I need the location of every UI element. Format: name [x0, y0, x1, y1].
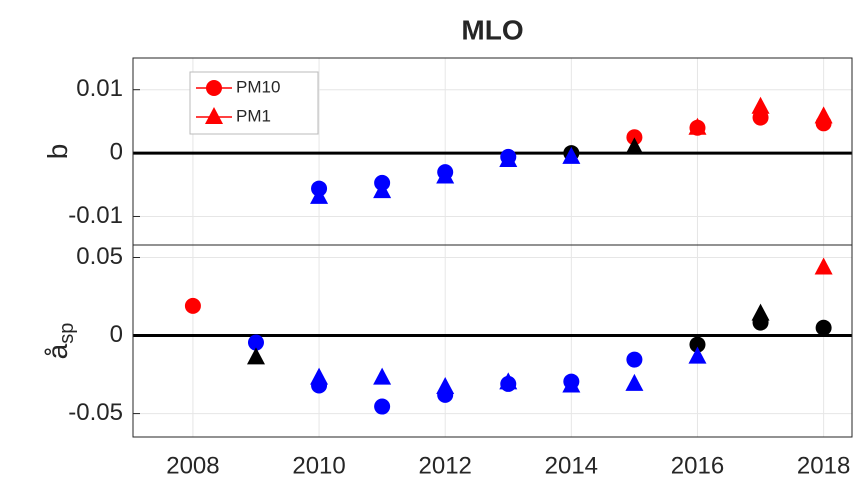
data-point: [184, 297, 201, 314]
data-point: [751, 96, 770, 114]
data-point: [373, 367, 392, 385]
legend-label: PM10: [236, 77, 280, 96]
x-tick-label: 2012: [419, 452, 472, 479]
data-point: [373, 181, 392, 199]
data-point: [499, 372, 518, 390]
data-point: [814, 106, 833, 124]
data-point: [310, 186, 329, 204]
plot-frame: [132, 244, 853, 438]
data-point: [689, 336, 706, 353]
data-point: [436, 166, 455, 184]
data-point: [499, 150, 518, 168]
data-point: [626, 351, 643, 368]
y-tick-label: -0.05: [68, 399, 123, 426]
x-tick-label: 2008: [166, 452, 219, 479]
legend-marker: [206, 80, 222, 96]
x-tick-label: 2010: [292, 452, 345, 479]
legend-label: PM1: [236, 106, 271, 125]
data-point: [562, 146, 581, 164]
x-tick-label: 2014: [545, 452, 598, 479]
data-point: [625, 137, 644, 155]
data-point: [688, 346, 707, 364]
data-point: [688, 117, 707, 135]
y-tick-label: 0.01: [76, 75, 123, 102]
data-point: [751, 303, 770, 321]
y-tick-label: 0: [110, 321, 123, 348]
y-tick-label: -0.01: [68, 202, 123, 229]
chart-title: MLO: [461, 14, 523, 45]
x-tick-label: 2018: [797, 452, 850, 479]
y-axis-label-subscript: sp: [56, 323, 78, 344]
data-point: [626, 129, 643, 146]
legend-marker: [205, 107, 223, 124]
y-tick-label: 0: [110, 138, 123, 165]
data-point: [436, 377, 455, 395]
data-point: [815, 319, 832, 336]
y-tick-label: 0.05: [76, 243, 123, 270]
data-point: [374, 398, 391, 415]
data-point: [310, 367, 329, 385]
data-point: [562, 375, 581, 393]
y-axis-label-text: å: [42, 343, 73, 359]
data-point: [247, 334, 264, 351]
y-axis-label-text: b: [42, 144, 73, 160]
data-point: [625, 373, 644, 391]
data-point: [814, 257, 833, 275]
y-axis-label: b: [42, 144, 73, 160]
data-point: [246, 347, 265, 365]
x-tick-label: 2016: [671, 452, 724, 479]
y-axis-label: åsp: [42, 323, 78, 360]
